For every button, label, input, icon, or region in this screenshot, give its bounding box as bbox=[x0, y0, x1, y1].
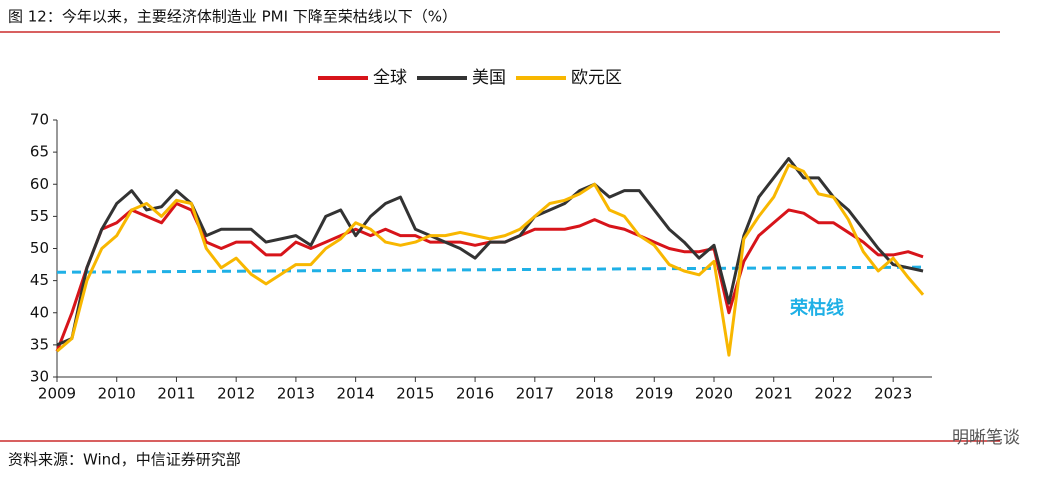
y-tick-label: 70 bbox=[30, 111, 49, 129]
x-tick-label: 2009 bbox=[38, 385, 76, 403]
y-tick-label: 55 bbox=[30, 207, 49, 225]
x-tick-label: 2019 bbox=[635, 385, 673, 403]
series-line bbox=[55, 202, 924, 352]
x-tick-label: 2021 bbox=[755, 385, 793, 403]
chart-title: 图 12：今年以来，主要经济体制造业 PMI 下降至荣枯线以下（%） bbox=[8, 8, 457, 26]
series-line bbox=[56, 163, 925, 357]
source: 资料来源：Wind，中信证券研究部 bbox=[8, 451, 241, 469]
reference-label: 荣枯线 bbox=[789, 297, 844, 319]
x-tick-label: 2022 bbox=[814, 385, 852, 403]
legend-label: 全球 bbox=[373, 68, 407, 88]
y-tick-label: 50 bbox=[30, 239, 49, 257]
legend-label: 美国 bbox=[472, 68, 506, 88]
y-tick-label: 60 bbox=[30, 175, 49, 193]
x-tick-label: 2023 bbox=[874, 385, 912, 403]
y-tick-label: 40 bbox=[30, 303, 49, 321]
watermark: 明晰笔谈 bbox=[952, 428, 1020, 448]
x-tick-label: 2010 bbox=[98, 385, 136, 403]
x-tick-label: 2014 bbox=[337, 385, 375, 403]
x-tick-label: 2016 bbox=[456, 385, 494, 403]
x-tick-label: 2012 bbox=[217, 385, 255, 403]
series-line bbox=[56, 157, 924, 347]
y-tick-label: 35 bbox=[30, 335, 49, 353]
x-tick-label: 2018 bbox=[575, 385, 613, 403]
y-tick-label: 65 bbox=[30, 143, 49, 161]
x-tick-label: 2020 bbox=[695, 385, 733, 403]
x-tick-label: 2017 bbox=[516, 385, 554, 403]
legend-label: 欧元区 bbox=[571, 68, 622, 88]
y-tick-label: 30 bbox=[30, 368, 49, 386]
x-tick-label: 2013 bbox=[277, 385, 315, 403]
y-tick-label: 45 bbox=[30, 271, 49, 289]
x-tick-label: 2015 bbox=[396, 385, 434, 403]
reference-line bbox=[56, 265, 924, 274]
x-tick-label: 2011 bbox=[157, 385, 195, 403]
